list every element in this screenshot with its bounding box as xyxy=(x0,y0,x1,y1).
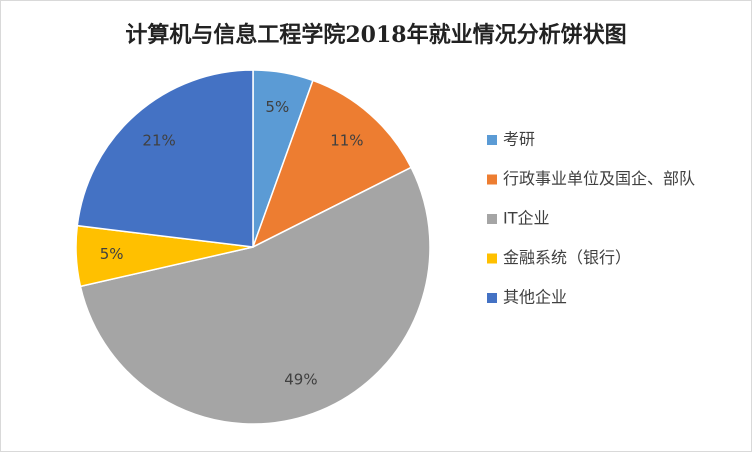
legend-label: 行政事业单位及国企、部队 xyxy=(503,169,695,188)
legend-swatch xyxy=(487,293,497,303)
data-label: 21% xyxy=(142,132,175,150)
data-label: 49% xyxy=(284,371,317,389)
legend-label: 考研 xyxy=(503,130,535,149)
data-label: 5% xyxy=(265,98,289,116)
chart-title: 计算机与信息工程学院2018年就业情况分析饼状图 xyxy=(125,22,626,48)
pie-slice xyxy=(76,69,254,248)
legend-swatch xyxy=(487,135,497,145)
legend-label: IT企业 xyxy=(503,209,550,228)
legend-swatch xyxy=(487,253,497,264)
legend-swatch xyxy=(487,214,497,224)
pie-slice xyxy=(251,79,413,249)
legend-label: 金融系统（银行） xyxy=(503,248,631,267)
data-label: 5% xyxy=(100,245,124,263)
pie-slice xyxy=(79,166,431,425)
legend-label: 其他企业 xyxy=(503,288,567,307)
legend-swatch xyxy=(487,174,497,185)
data-label: 11% xyxy=(330,132,363,150)
